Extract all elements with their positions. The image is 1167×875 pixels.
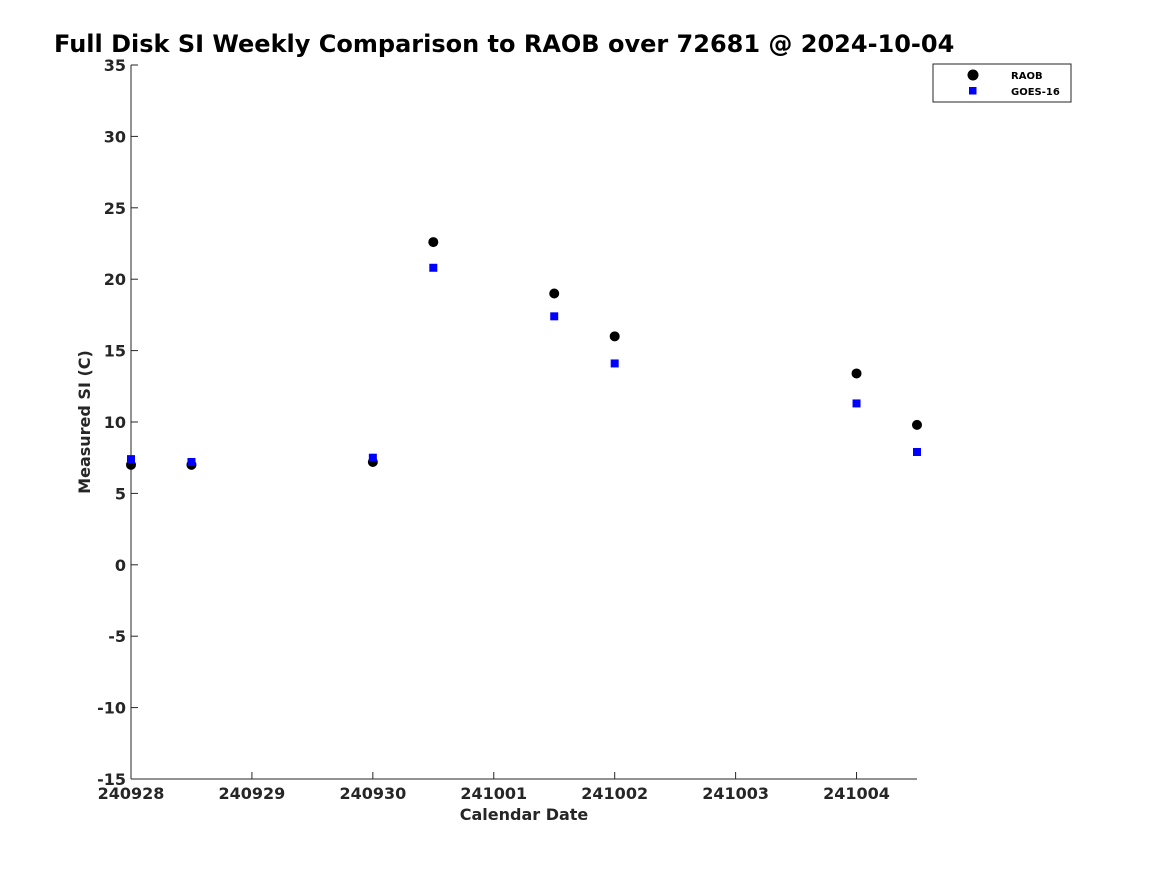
data-points — [126, 237, 922, 470]
y-ticks: -15 -10 -5 0 5 10 15 20 25 30 35 — [97, 56, 138, 789]
y-tick-label: -10 — [97, 699, 126, 718]
goes-16-point — [852, 399, 861, 408]
legend-box — [932, 63, 1072, 103]
x-tick-label: 241002 — [581, 784, 648, 803]
y-tick-label: 15 — [104, 342, 126, 361]
x-tick-label: 240929 — [219, 784, 286, 803]
x-ticks: 240928 240929 240930 241001 241002 241003 2410… — [98, 772, 890, 803]
axes — [130, 65, 917, 780]
x-tick-label: 240928 — [98, 784, 165, 803]
goes-16-point — [429, 263, 438, 272]
goes-16-point — [913, 447, 921, 456]
legend: RAOB GOES-16 — [932, 63, 1072, 103]
y-tick-label: 10 — [104, 413, 126, 432]
raob-point — [428, 237, 439, 248]
raob-point — [851, 368, 862, 379]
x-axis-label: Calendar Date — [460, 805, 589, 824]
y-axis-label: Measured SI (C) — [75, 350, 94, 494]
legend-goes-label: GOES-16 — [1011, 87, 1060, 98]
y-tick-label: 25 — [104, 199, 126, 218]
y-tick-label: 5 — [115, 484, 126, 503]
y-tick-label: 30 — [104, 127, 126, 146]
goes-16-point — [610, 359, 619, 368]
y-tick-label: 35 — [104, 56, 126, 75]
legend-goes-marker — [969, 87, 977, 95]
goes-16-point — [550, 312, 559, 321]
y-tick-label: -15 — [97, 770, 126, 789]
y-tick-label: 20 — [104, 270, 126, 289]
y-tick-label: 0 — [115, 556, 126, 575]
x-tick-label: 241004 — [823, 784, 890, 803]
goes-16-point — [368, 453, 377, 462]
y-tick-label: -5 — [108, 627, 126, 646]
raob-point — [912, 419, 922, 430]
x-tick-label: 241001 — [460, 784, 527, 803]
raob-point — [609, 331, 620, 342]
goes-16-point — [127, 455, 135, 464]
x-tick-label: 241003 — [702, 784, 769, 803]
raob-point — [549, 288, 560, 299]
legend-raob-label: RAOB — [1011, 71, 1043, 82]
x-tick-label: 240930 — [339, 784, 406, 803]
chart-title: Full Disk SI Weekly Comparison to RAOB o… — [54, 30, 954, 58]
legend-raob-marker — [967, 69, 979, 81]
goes-16-point — [187, 457, 196, 466]
